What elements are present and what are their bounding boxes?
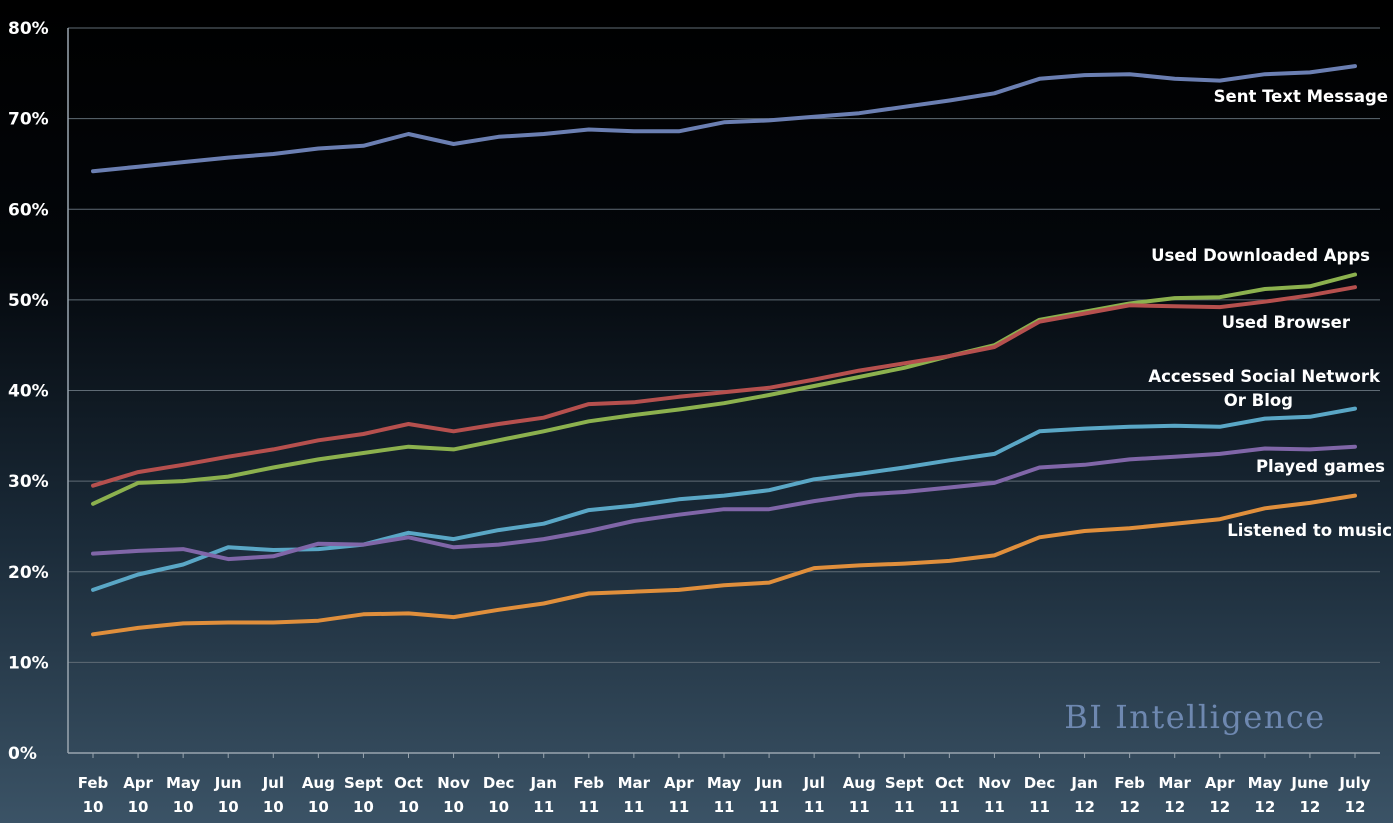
y-tick-label: 40% [8, 382, 49, 402]
series-line [91, 493, 1357, 637]
x-tick-label-month: Jun [214, 774, 242, 792]
x-tick-label-month: Jul [262, 774, 284, 792]
x-tick-label-month: June [1290, 774, 1328, 792]
x-tick-label-month: Feb [1114, 774, 1145, 792]
x-tick-label-month: Apr [1205, 774, 1235, 792]
x-tick-label-year: 11 [533, 798, 554, 816]
x-tick-label-month: Apr [123, 774, 153, 792]
x-tick-label-month: Oct [394, 774, 423, 792]
x-tick-label-year: 10 [173, 798, 194, 816]
x-tick-label-year: 10 [128, 798, 149, 816]
y-axis-ticks: 0% 10% 20% 30% 40% 50% 60% 70% 80% [8, 19, 49, 764]
x-tick-label-year: 10 [353, 798, 374, 816]
x-tick-label-year: 12 [1299, 798, 1320, 816]
series-line [91, 64, 1357, 174]
y-tick-label: 10% [8, 653, 49, 673]
x-tick-label-year: 12 [1119, 798, 1140, 816]
x-tick-label-month: Feb [78, 774, 109, 792]
watermark-text: BI Intelligence [1064, 698, 1325, 736]
series-label: Sent Text Message [1214, 87, 1388, 106]
x-tick-label-month: Nov [978, 774, 1011, 792]
x-tick-label-year: 12 [1345, 798, 1366, 816]
series-label: Listened to music [1227, 521, 1392, 540]
x-tick-label-year: 10 [218, 798, 239, 816]
series-label: Or Blog [1224, 391, 1293, 410]
series-labels: Sent Text Message Used Downloaded Apps Use… [1148, 87, 1392, 540]
x-tick-label-month: Aug [843, 774, 876, 792]
x-tick-label-month: May [166, 774, 201, 792]
x-tick-label-year: 11 [984, 798, 1005, 816]
x-tick-label-year: 12 [1209, 798, 1230, 816]
y-tick-label: 50% [8, 291, 49, 311]
x-tick-label-year: 10 [308, 798, 329, 816]
x-tick-label-month: Dec [483, 774, 515, 792]
y-tick-label: 80% [8, 19, 49, 39]
series-lines [91, 64, 1357, 637]
x-tick-label-year: 10 [83, 798, 104, 816]
x-axis-ticks: Feb 10 Apr 10 May 10 Jun 10 Jul 10 Aug 10 Sept 10 Oct 1… [78, 753, 1371, 816]
series-label: Used Browser [1222, 313, 1351, 332]
series-label: Accessed Social Network [1148, 367, 1381, 386]
x-tick-label-month: Jul [802, 774, 824, 792]
x-tick-label-year: 11 [804, 798, 825, 816]
x-tick-label-year: 11 [894, 798, 915, 816]
x-tick-label-year: 11 [1029, 798, 1050, 816]
y-tick-label: 60% [8, 200, 49, 220]
x-tick-label-year: 12 [1074, 798, 1095, 816]
x-tick-label-year: 12 [1164, 798, 1185, 816]
x-tick-label-year: 10 [398, 798, 419, 816]
x-tick-label-year: 11 [759, 798, 780, 816]
x-tick-label-year: 10 [488, 798, 509, 816]
x-tick-label-year: 10 [443, 798, 464, 816]
x-tick-label-year: 11 [668, 798, 689, 816]
x-tick-label-month: Apr [664, 774, 694, 792]
x-tick-label-month: Oct [935, 774, 964, 792]
x-tick-label-month: Jan [1070, 774, 1097, 792]
x-tick-label-month: Mar [1158, 774, 1191, 792]
x-tick-label-month: Feb [574, 774, 605, 792]
y-tick-label: 70% [8, 110, 49, 130]
y-tick-label: 30% [8, 472, 49, 492]
series-line [91, 272, 1357, 506]
x-tick-label-year: 11 [939, 798, 960, 816]
x-tick-label-month: Mar [618, 774, 651, 792]
y-tick-label: 20% [8, 563, 49, 583]
x-tick-label-month: May [1248, 774, 1283, 792]
series-label: Played games [1256, 457, 1385, 476]
series-line [91, 285, 1357, 488]
x-tick-label-month: May [707, 774, 742, 792]
series-label: Used Downloaded Apps [1151, 246, 1370, 265]
x-tick-label-month: Nov [437, 774, 470, 792]
x-tick-label-year: 11 [623, 798, 644, 816]
series-line [91, 444, 1357, 562]
grid-lines [67, 27, 1380, 754]
x-tick-label-year: 11 [849, 798, 870, 816]
y-tick-label: 0% [8, 744, 37, 764]
x-tick-label-month: Aug [302, 774, 335, 792]
x-tick-label-month: Dec [1024, 774, 1056, 792]
x-tick-label-year: 11 [714, 798, 735, 816]
x-tick-label-year: 10 [263, 798, 284, 816]
x-tick-label-month: Sept [885, 774, 924, 792]
x-tick-label-month: Sept [344, 774, 383, 792]
x-tick-label-month: Jun [755, 774, 783, 792]
x-tick-label-month: Jan [530, 774, 557, 792]
x-tick-label-month: July [1338, 774, 1370, 792]
x-tick-label-year: 12 [1254, 798, 1275, 816]
x-tick-label-year: 11 [578, 798, 599, 816]
